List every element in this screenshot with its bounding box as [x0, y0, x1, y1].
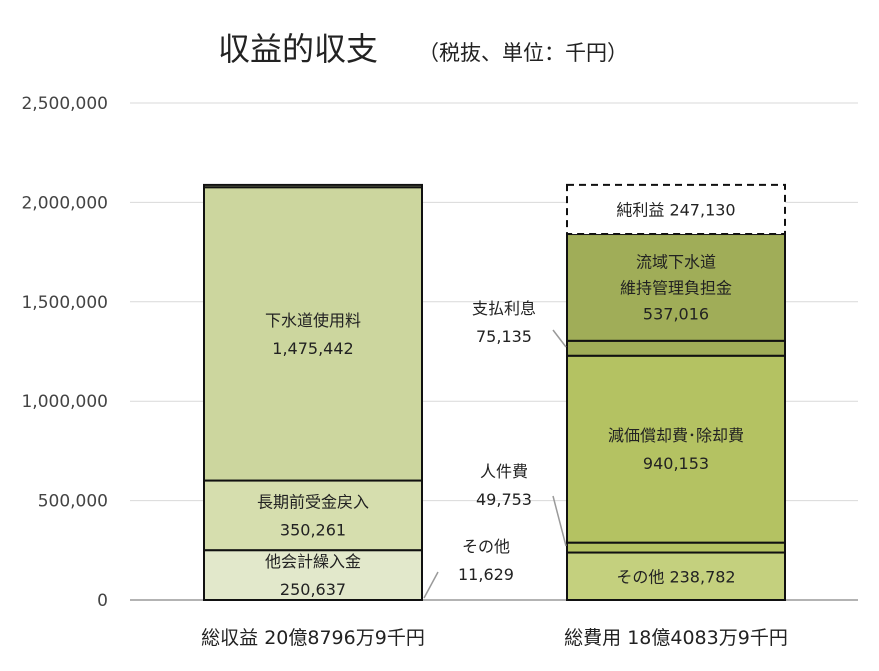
bar-segment [203, 549, 423, 601]
chart-title: 収益的収支 [218, 30, 378, 68]
segment-label: 流域下水道 [636, 252, 716, 271]
segment-label: 下水道使用料 [265, 311, 361, 330]
bar-segment [566, 541, 786, 554]
callout-leader [552, 329, 567, 348]
callout-label: 支払利息 [472, 299, 536, 318]
callout-leader [423, 571, 439, 599]
segment-label: 純利益 247,130 [616, 200, 735, 219]
callouts: その他 11,629 人件費 49,753 支払利息 75,135 [423, 299, 567, 599]
chart-subtitle: （税抜、単位：千円） [418, 41, 628, 65]
segment-label: 940,153 [643, 454, 709, 473]
bar-segment [203, 183, 423, 189]
x-category-label: 総収益 20億8796万9千円 [201, 627, 425, 649]
callout-label: 49,753 [476, 490, 532, 509]
y-tick-label: 2,500,000 [21, 94, 108, 114]
segment-label: その他 238,782 [616, 567, 735, 586]
y-tick-label: 2,000,000 [21, 193, 108, 213]
segment-label: 1,475,442 [272, 339, 353, 358]
x-axis: 総収益 20億8796万9千円 総費用 18億4083万9千円 [201, 627, 788, 649]
segment-label: 250,637 [280, 580, 346, 599]
segment-label: 350,261 [280, 520, 346, 539]
bar-segment [203, 186, 423, 482]
bar-segment [566, 183, 786, 236]
x-category-label: 総費用 18億4083万9千円 [564, 627, 788, 649]
y-tick-label: 1,000,000 [21, 392, 108, 412]
bar-segment [203, 479, 423, 552]
segment-label: 維持管理負担金 [620, 278, 732, 297]
callout-label: 75,135 [476, 327, 532, 346]
segment-label: 他会計繰入金 [265, 552, 361, 571]
callout-label: その他 [462, 537, 510, 556]
bar-segment [566, 551, 786, 602]
bar-segment [566, 354, 786, 544]
callout-label: 11,629 [458, 565, 514, 584]
y-tick-label: 1,500,000 [21, 293, 108, 313]
bar-segment [566, 339, 786, 357]
bar-segment [566, 233, 786, 342]
bars: 他会計繰入金 250,637 長期前受金戻入 350,261 下水道使用料 1,475,4… [203, 183, 786, 602]
y-tick-label: 500,000 [38, 492, 108, 512]
segment-label: 537,016 [643, 304, 709, 323]
segment-label: 長期前受金戻入 [257, 492, 369, 511]
y-tick-label: 0 [97, 591, 108, 611]
segment-label: 減価償却費･除却費 [608, 426, 744, 445]
callout-leader [552, 495, 567, 547]
callout-label: 人件費 [480, 462, 528, 481]
